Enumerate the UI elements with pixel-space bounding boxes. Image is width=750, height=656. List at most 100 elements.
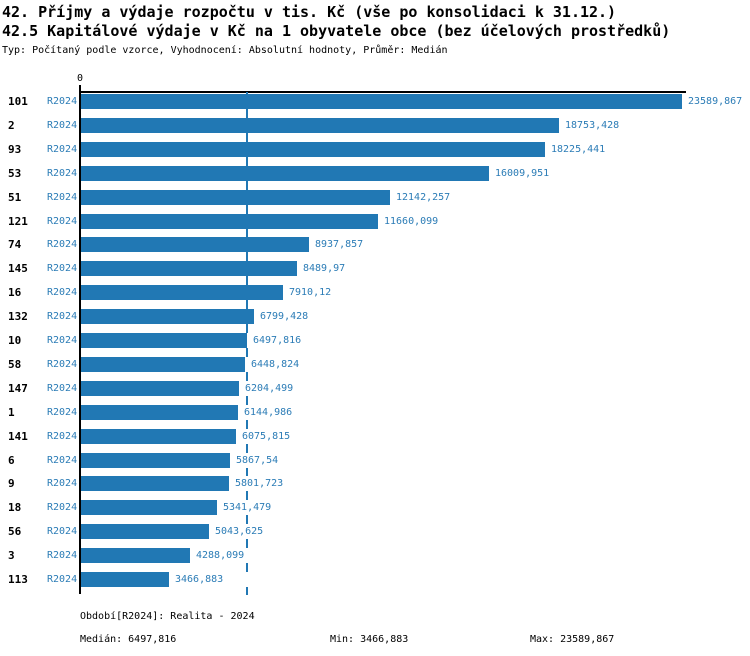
bar [81, 357, 245, 372]
median-line-dash [246, 539, 248, 548]
row-rank-label: 113 [8, 573, 28, 586]
bar-value-label: 6204,499 [245, 383, 294, 394]
row-series-label: R2024 [47, 431, 78, 442]
bar-value-label: 18753,428 [565, 120, 620, 131]
bar [81, 381, 239, 396]
bar [81, 309, 254, 324]
row-series-label: R2024 [47, 407, 78, 418]
bar [81, 94, 682, 109]
row-series-label: R2024 [47, 550, 78, 561]
median-line-dash [246, 252, 248, 261]
bar [81, 572, 169, 587]
row-rank-label: 3 [8, 549, 15, 562]
bar [81, 285, 283, 300]
bar [81, 453, 230, 468]
bar-value-label: 6144,986 [244, 407, 293, 418]
footer-median-stat: Medián: 6497,816 [80, 634, 177, 645]
bar-value-label: 3466,883 [175, 574, 224, 585]
x-axis-zero-tick [79, 85, 81, 91]
bar-value-label: 8489,97 [303, 263, 346, 274]
bar [81, 476, 229, 491]
median-line-dash [246, 491, 248, 500]
median-line-dash [246, 468, 248, 476]
chart-title-line2: 42.5 Kapitálové výdaje v Kč na 1 obyvate… [2, 22, 671, 40]
median-line-dash [246, 109, 248, 118]
row-series-label: R2024 [47, 383, 78, 394]
bar-value-label: 12142,257 [396, 192, 451, 203]
row-series-label: R2024 [47, 287, 78, 298]
bar [81, 261, 297, 276]
median-line-dash [246, 420, 248, 429]
median-line-dash [246, 276, 248, 285]
median-line-dash [246, 205, 248, 214]
row-series-label: R2024 [47, 192, 78, 203]
row-rank-label: 10 [8, 334, 22, 347]
row-rank-label: 51 [8, 191, 22, 204]
footer-period-label: Období[R2024]: Realita - 2024 [80, 611, 255, 622]
row-series-label: R2024 [47, 168, 78, 179]
row-rank-label: 121 [8, 215, 28, 228]
row-series-label: R2024 [47, 263, 78, 274]
bar-value-label: 18225,441 [551, 144, 606, 155]
row-rank-label: 145 [8, 262, 28, 275]
row-rank-label: 16 [8, 286, 22, 299]
bar-value-label: 7910,12 [289, 287, 332, 298]
bar [81, 500, 217, 515]
bar [81, 429, 236, 444]
median-line-dash [246, 300, 248, 309]
footer-min-stat: Min: 3466,883 [330, 634, 409, 645]
bar-value-label: 5867,54 [236, 455, 279, 466]
row-series-label: R2024 [47, 335, 78, 346]
bar [81, 548, 190, 563]
bar-value-label: 6799,428 [260, 311, 309, 322]
row-series-label: R2024 [47, 120, 78, 131]
bar-value-label: 5801,723 [235, 478, 284, 489]
chart-subtitle: Typ: Počítaný podle vzorce, Vyhodnocení:… [2, 45, 448, 56]
bar [81, 524, 209, 539]
bar-value-label: 5341,479 [223, 502, 272, 513]
median-line-dash [246, 515, 248, 524]
median-line-dash [246, 348, 248, 357]
row-rank-label: 53 [8, 167, 22, 180]
row-series-label: R2024 [47, 144, 78, 155]
bar-value-label: 5043,625 [215, 526, 264, 537]
median-line-dash [246, 181, 248, 190]
median-line-dash [246, 396, 248, 405]
bar-value-label: 11660,099 [384, 216, 439, 227]
median-line-dash [246, 92, 248, 94]
row-series-label: R2024 [47, 574, 78, 585]
median-line-dash [246, 229, 248, 237]
bar-value-label: 4288,099 [196, 550, 245, 561]
row-rank-label: 6 [8, 454, 15, 467]
row-series-label: R2024 [47, 239, 78, 250]
bar [81, 214, 378, 229]
median-line-dash [246, 157, 248, 166]
bar-value-label: 6075,815 [242, 431, 291, 442]
median-line-dash [246, 444, 248, 453]
chart-title-line1: 42. Příjmy a výdaje rozpočtu v tis. Kč (… [2, 3, 617, 21]
row-rank-label: 9 [8, 477, 15, 490]
row-rank-label: 58 [8, 358, 22, 371]
row-rank-label: 56 [8, 525, 22, 538]
bar-value-label: 8937,857 [315, 239, 364, 250]
bar [81, 237, 309, 252]
bar-value-label: 16009,951 [495, 168, 550, 179]
bar-value-label: 6497,816 [253, 335, 302, 346]
row-series-label: R2024 [47, 455, 78, 466]
row-rank-label: 147 [8, 382, 28, 395]
bar [81, 166, 489, 181]
row-series-label: R2024 [47, 96, 78, 107]
bar-value-label: 6448,824 [251, 359, 300, 370]
median-line-dash [246, 563, 248, 572]
row-rank-label: 93 [8, 143, 22, 156]
y-axis-line [79, 91, 81, 594]
median-line-dash [246, 587, 248, 595]
bar [81, 118, 559, 133]
row-series-label: R2024 [47, 311, 78, 322]
row-rank-label: 18 [8, 501, 22, 514]
x-axis-line [79, 91, 686, 93]
row-rank-label: 2 [8, 119, 15, 132]
bar [81, 405, 238, 420]
row-rank-label: 1 [8, 406, 15, 419]
row-rank-label: 74 [8, 238, 22, 251]
